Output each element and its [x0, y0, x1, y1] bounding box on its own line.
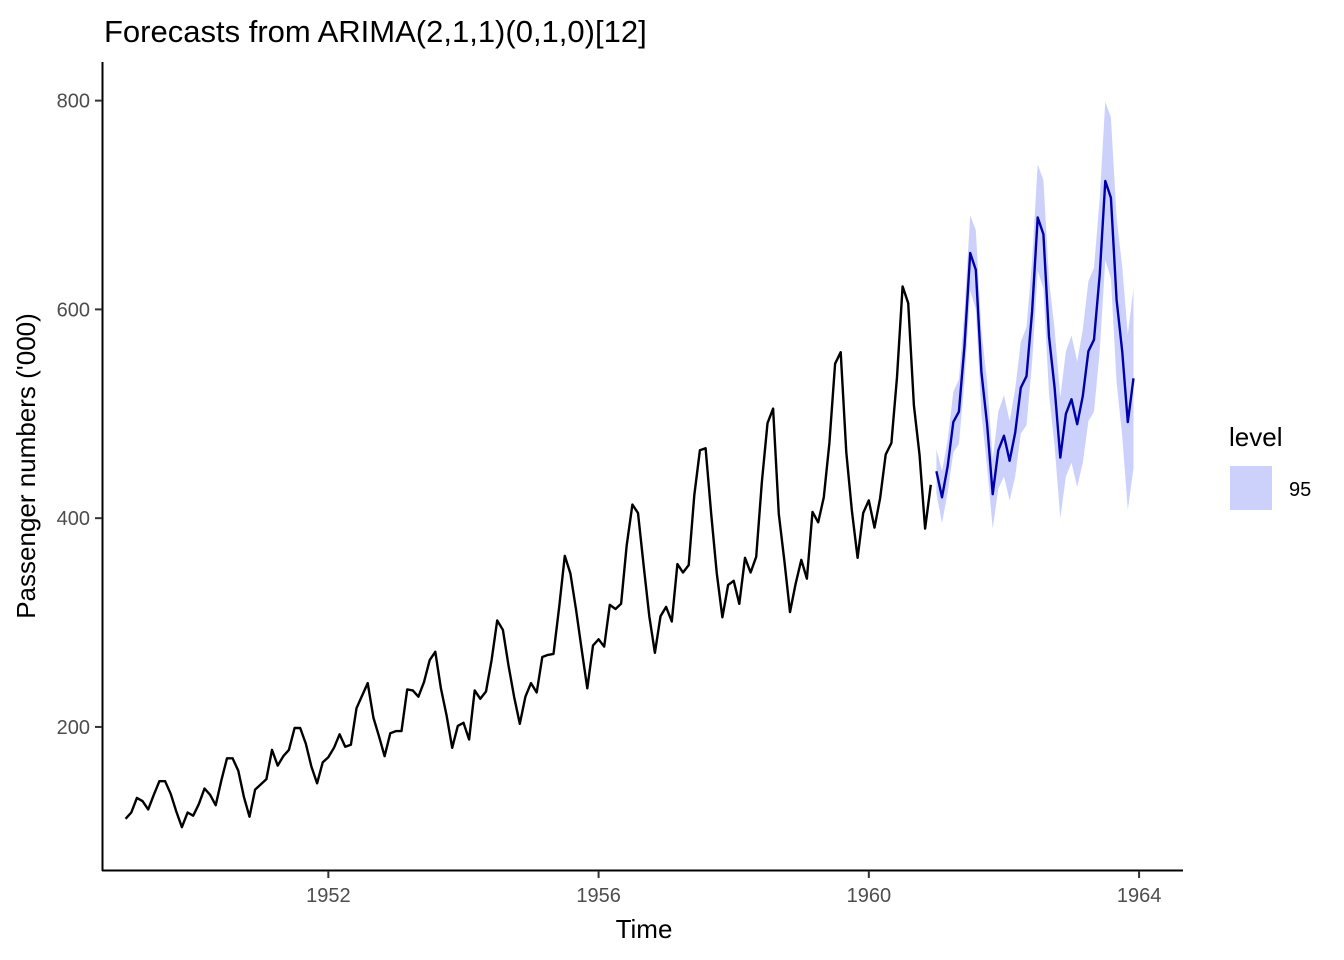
forecast-line [935, 179, 1135, 499]
x-tick-label: 1952 [306, 885, 351, 907]
y-tick-label: 200 [57, 717, 90, 739]
y-axis-ticks: 200 400 600 800 [57, 91, 102, 739]
legend-label-95: 95 [1289, 479, 1311, 501]
x-tick-label: 1960 [847, 885, 892, 907]
y-tick-label: 400 [57, 508, 90, 530]
x-axis-title: Time [616, 914, 673, 944]
x-tick-label: 1964 [1117, 885, 1162, 907]
legend: level 95 [1229, 422, 1311, 510]
y-tick-label: 800 [57, 91, 90, 113]
y-axis-title: Passenger numbers ('000) [11, 313, 41, 619]
y-tick-label: 600 [57, 299, 90, 321]
series-layer [124, 179, 1135, 829]
legend-key-95 [1230, 466, 1272, 510]
chart-title: Forecasts from ARIMA(2,1,1)(0,1,0)[12] [104, 14, 647, 49]
observed-line [124, 285, 932, 829]
x-tick-label: 1956 [576, 885, 621, 907]
legend-title: level [1229, 422, 1282, 452]
x-axis-ticks: 1952 1956 1960 1964 [306, 871, 1161, 907]
